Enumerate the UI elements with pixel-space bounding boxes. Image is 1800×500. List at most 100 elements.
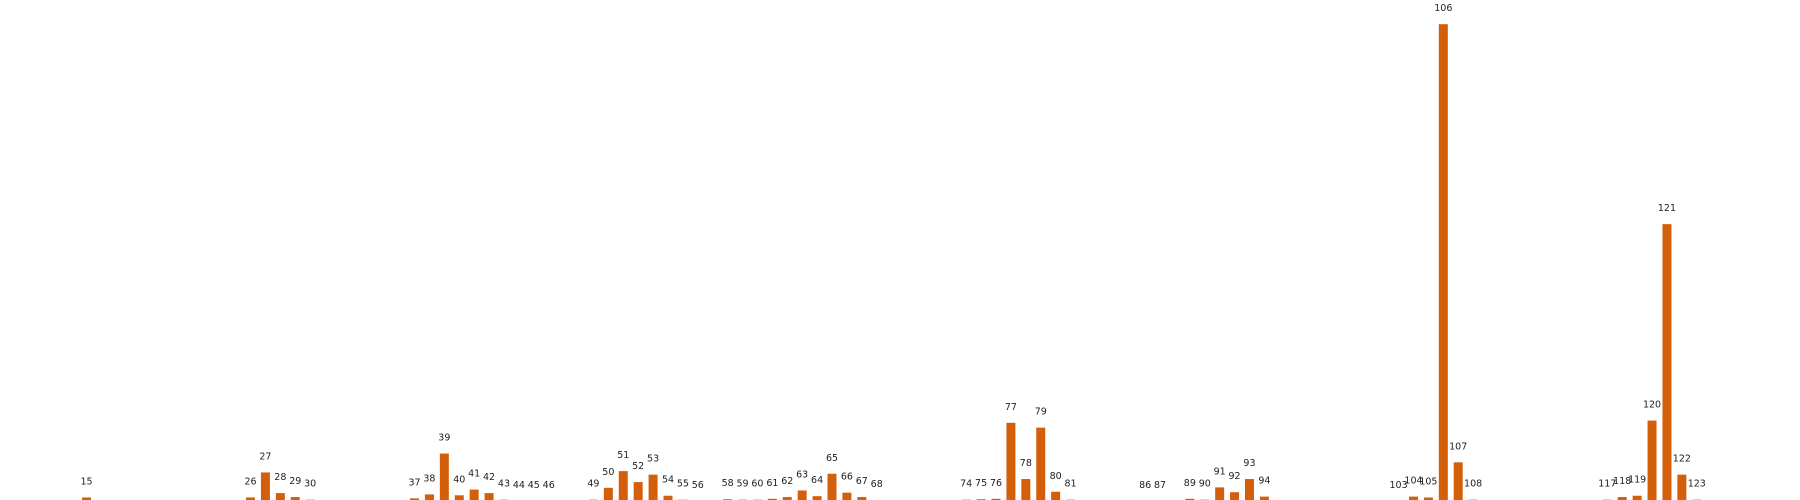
- bar-label-51: 51: [617, 450, 629, 461]
- bar-label-75: 75: [975, 478, 987, 489]
- bar-label-77: 77: [1005, 402, 1017, 413]
- bar-80: [1051, 491, 1061, 500]
- bar-label-106: 106: [1434, 3, 1452, 14]
- bar-label-76: 76: [990, 478, 1002, 489]
- bar-79: [1036, 427, 1046, 500]
- bar-label-121: 121: [1658, 203, 1676, 214]
- bar-91: [1215, 487, 1225, 500]
- bar-label-45: 45: [528, 480, 540, 491]
- bar-label-38: 38: [423, 473, 435, 484]
- bar-107: [1453, 462, 1463, 500]
- bar-label-42: 42: [483, 472, 495, 483]
- bar-label-58: 58: [722, 478, 734, 489]
- bar-37: [410, 498, 420, 500]
- bar-label-43: 43: [498, 479, 510, 490]
- bar-label-49: 49: [587, 479, 599, 490]
- bar-38: [424, 494, 434, 500]
- bar-121: [1662, 224, 1672, 500]
- bar-15: [82, 497, 91, 500]
- bar-label-29: 29: [289, 476, 301, 487]
- bar-label-28: 28: [274, 472, 286, 483]
- bar-93: [1244, 479, 1254, 500]
- bar-40: [454, 495, 464, 500]
- bar-label-53: 53: [647, 454, 659, 465]
- bar-label-46: 46: [543, 480, 555, 491]
- bar-label-107: 107: [1449, 441, 1467, 452]
- bar-92: [1230, 492, 1240, 500]
- bar-label-41: 41: [468, 469, 480, 480]
- bar-label-55: 55: [677, 479, 689, 490]
- bar-94: [1259, 496, 1269, 500]
- bar-label-79: 79: [1035, 407, 1047, 418]
- bar-label-27: 27: [259, 451, 271, 462]
- bar-label-39: 39: [438, 433, 450, 444]
- bar-41: [469, 489, 479, 500]
- bar-label-108: 108: [1464, 479, 1482, 490]
- bar-28: [275, 493, 285, 500]
- bar-label-92: 92: [1229, 471, 1241, 482]
- bar-122: [1677, 474, 1687, 500]
- bar-label-74: 74: [960, 479, 972, 490]
- bar-label-118: 118: [1613, 476, 1631, 487]
- bar-label-60: 60: [751, 479, 763, 490]
- bar-53: [648, 474, 658, 500]
- bar-label-103: 103: [1390, 480, 1408, 491]
- bar-62: [782, 497, 792, 500]
- bar-label-90: 90: [1199, 479, 1211, 490]
- bar-105: [1423, 497, 1433, 500]
- bar-64: [812, 496, 822, 500]
- bar-63: [797, 490, 807, 500]
- bar-51: [618, 471, 628, 500]
- bar-label-50: 50: [602, 467, 614, 478]
- bar-label-86: 86: [1139, 480, 1151, 491]
- bar-label-64: 64: [811, 475, 823, 486]
- bar-26: [246, 497, 256, 500]
- bar-label-80: 80: [1050, 471, 1062, 482]
- bar-label-104: 104: [1404, 476, 1422, 487]
- bar-label-56: 56: [692, 480, 704, 491]
- bar-label-26: 26: [244, 476, 256, 487]
- bars-layer: [82, 24, 1702, 500]
- bar-label-122: 122: [1673, 454, 1691, 465]
- bar-label-105: 105: [1419, 476, 1437, 487]
- bar-106: [1438, 24, 1448, 500]
- bar-104: [1408, 496, 1418, 500]
- bar-label-87: 87: [1154, 480, 1166, 491]
- bar-77: [1006, 422, 1016, 500]
- bar-label-37: 37: [408, 477, 420, 488]
- bar-label-123: 123: [1688, 479, 1706, 490]
- bar-label-59: 59: [736, 479, 748, 490]
- bar-67: [857, 497, 867, 500]
- bar-76: [991, 498, 1001, 500]
- bar-label-44: 44: [513, 480, 525, 491]
- bar-78: [1021, 479, 1031, 500]
- bar-label-93: 93: [1243, 458, 1255, 469]
- bar-54: [663, 495, 673, 500]
- bar-label-65: 65: [826, 453, 838, 464]
- bar-label-66: 66: [841, 472, 853, 483]
- bar-118: [1617, 497, 1627, 500]
- bar-42: [484, 493, 494, 500]
- bar-119: [1632, 495, 1642, 500]
- bar-label-40: 40: [453, 474, 465, 485]
- bar-89: [1185, 498, 1195, 500]
- bar-label-15: 15: [80, 476, 92, 487]
- bar-120: [1647, 420, 1657, 500]
- bar-52: [633, 482, 643, 500]
- bar-label-117: 117: [1598, 479, 1616, 490]
- bar-label-54: 54: [662, 475, 674, 486]
- bar-label-78: 78: [1020, 458, 1032, 469]
- bar-label-67: 67: [856, 476, 868, 487]
- bar-label-62: 62: [781, 476, 793, 487]
- bar-label-61: 61: [766, 478, 778, 489]
- bar-label-63: 63: [796, 469, 808, 480]
- bar-label-30: 30: [304, 479, 316, 490]
- bar-label-89: 89: [1184, 478, 1196, 489]
- bar-27: [260, 472, 270, 500]
- bar-label-120: 120: [1643, 400, 1661, 411]
- bar-39: [439, 453, 449, 500]
- bar-label-91: 91: [1214, 466, 1226, 477]
- bar-label-119: 119: [1628, 475, 1646, 486]
